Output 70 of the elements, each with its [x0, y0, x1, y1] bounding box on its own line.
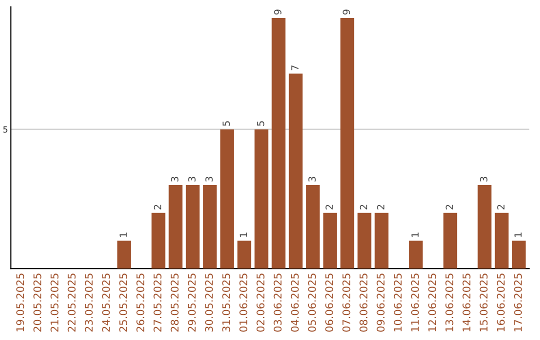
x-tick-label: 20.05.2025	[33, 274, 42, 332]
bar	[374, 212, 388, 269]
x-tick-label: 03.06.2025	[274, 274, 282, 332]
x-tick-label: 01.06.2025	[239, 274, 248, 332]
data-label: 9	[342, 10, 350, 15]
x-tick-label: 23.05.2025	[84, 274, 93, 332]
x-tick-label: 14.06.2025	[462, 274, 470, 332]
bar	[306, 185, 320, 269]
x-tick-label: 04.06.2025	[290, 274, 299, 332]
bar	[254, 129, 268, 269]
bar	[443, 212, 458, 269]
data-label: 3	[480, 176, 488, 182]
bar	[152, 212, 166, 269]
bar	[168, 185, 182, 269]
bar	[512, 240, 526, 269]
x-tick-label: 13.06.2025	[445, 274, 454, 332]
data-label: 2	[497, 204, 504, 210]
bar	[186, 185, 200, 269]
x-tick-label: 16.06.2025	[496, 274, 505, 332]
x-tick-label: 22.05.2025	[68, 274, 76, 332]
bar	[288, 74, 303, 269]
bar	[272, 18, 286, 269]
x-tick-label: 15.06.2025	[480, 274, 488, 332]
x-tick-label: 28.05.2025	[170, 274, 179, 332]
data-label: 3	[308, 176, 316, 182]
bar	[494, 212, 509, 269]
x-tick-label: 09.06.2025	[376, 274, 385, 332]
bar	[409, 240, 423, 269]
data-label: 2	[446, 204, 453, 210]
bar	[340, 18, 354, 269]
data-label: 5	[257, 121, 264, 126]
x-tick-label: 25.05.2025	[119, 274, 128, 332]
data-label: 7	[291, 66, 298, 70]
x-tick-label: 07.06.2025	[342, 274, 350, 332]
x-tick-label: 05.06.2025	[308, 274, 316, 332]
data-label: 1	[412, 232, 419, 237]
data-label: 2	[326, 204, 333, 210]
data-label: 1	[514, 232, 522, 237]
x-tick-label: 10.06.2025	[394, 274, 402, 332]
bar	[478, 185, 492, 269]
x-tick-label: 21.05.2025	[50, 274, 58, 332]
x-tick-label: 29.05.2025	[188, 274, 196, 332]
x-tick-label: 08.06.2025	[360, 274, 368, 332]
data-label: 2	[377, 204, 384, 210]
bar	[220, 129, 234, 269]
data-label: 3	[205, 176, 213, 182]
data-label: 1	[240, 232, 247, 237]
data-label: 5	[222, 121, 230, 126]
data-label: 3	[188, 176, 196, 182]
x-tick-label: 30.05.2025	[205, 274, 213, 332]
data-label: 3	[171, 176, 178, 182]
x-tick-label: 31.05.2025	[222, 274, 230, 332]
x-tick-label: 19.05.2025	[16, 274, 24, 332]
x-tick-label: 17.06.2025	[514, 274, 522, 332]
data-label: 2	[360, 204, 368, 210]
data-label: 1	[120, 232, 127, 237]
x-tick-label: 24.05.2025	[102, 274, 110, 332]
x-tick-label: 27.05.2025	[154, 274, 162, 332]
x-tick-label: 12.06.2025	[428, 274, 436, 332]
x-tick-label: 11.06.2025	[411, 274, 419, 332]
bar	[237, 240, 252, 269]
bar	[203, 185, 217, 269]
data-label: 2	[154, 204, 162, 210]
bar	[323, 212, 337, 269]
bar	[358, 212, 372, 269]
bar	[117, 240, 131, 269]
x-tick-label: 06.06.2025	[325, 274, 334, 332]
x-tick-label: 26.05.2025	[136, 274, 144, 332]
data-label: 9	[274, 10, 282, 15]
x-tick-label: 02.06.2025	[256, 274, 264, 332]
